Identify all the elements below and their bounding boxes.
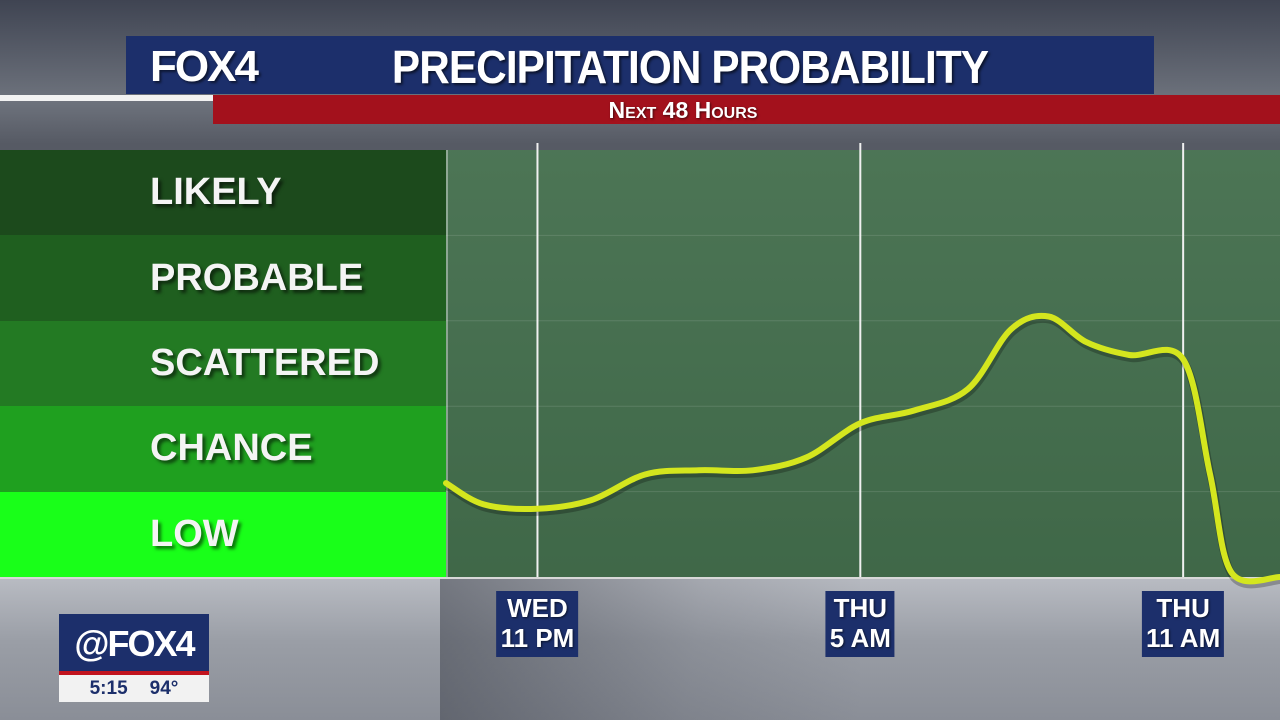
category-scattered: SCATTERED — [0, 320, 446, 407]
x-tick-label: WED 11 PM — [496, 591, 579, 657]
x-tick-label: THU 5 AM — [825, 591, 895, 657]
accent-line — [0, 95, 214, 101]
bug-temperature: 94° — [149, 677, 179, 699]
bug-divider — [59, 671, 209, 675]
chart-subtitle: Next 48 Hours — [608, 97, 758, 123]
title-bar — [126, 36, 1154, 94]
lower-background — [0, 577, 1280, 720]
x-tick-label: THU 11 AM — [1142, 591, 1225, 657]
chart-title: PRECIPITATION PROBABILITY — [391, 41, 989, 93]
bug-time: 5:15 — [89, 677, 128, 699]
x-tick-day: THU — [833, 593, 888, 623]
x-tick-day: WED — [507, 593, 568, 623]
bug-handle: @FOX4 — [59, 614, 209, 674]
x-tick-time: 11 AM — [1146, 623, 1221, 653]
category-likely: LIKELY — [0, 150, 446, 236]
fox4-logo: FOX4 — [150, 42, 259, 91]
series-line-shadow — [444, 314, 1280, 589]
x-tick-time: 5 AM — [829, 623, 891, 653]
plot-area — [446, 150, 1280, 577]
subtitle-bar — [213, 95, 1280, 124]
category-probable: PROBABLE — [0, 235, 446, 321]
category-low: LOW — [0, 491, 446, 577]
x-tick-time: 11 PM — [500, 623, 575, 653]
x-tick-day: THU — [1156, 593, 1210, 623]
bug-info: 5:15 94° — [59, 675, 209, 702]
category-chance: CHANCE — [0, 406, 446, 492]
precip-probability-line — [443, 312, 1280, 585]
station-bug: @FOX4 5:15 94° — [59, 614, 209, 702]
